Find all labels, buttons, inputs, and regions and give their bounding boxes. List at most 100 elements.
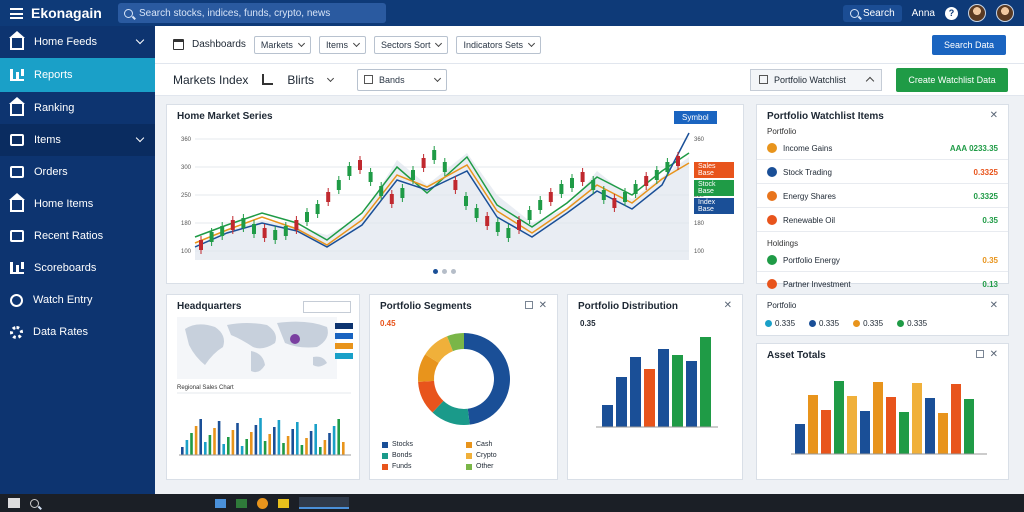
- candle: [495, 222, 500, 232]
- svg-text:360: 360: [694, 137, 705, 143]
- app-icon[interactable]: [215, 498, 226, 508]
- grouped-bar: [938, 413, 948, 454]
- sidebar-item-0[interactable]: Home Feeds: [0, 26, 155, 58]
- coin-icon: [767, 191, 777, 201]
- mini-bar: [337, 419, 340, 455]
- sidebar-item-6[interactable]: Recent Ratios: [0, 220, 155, 252]
- browser-icon[interactable]: [257, 497, 268, 509]
- portfolio-row[interactable]: Energy Shares 0.3325: [767, 189, 998, 203]
- candle: [676, 156, 680, 166]
- legend-swatch: [382, 463, 388, 470]
- portfolio-row[interactable]: Renewable Oil 0.35: [767, 213, 998, 227]
- bar: [630, 357, 641, 427]
- divider: [757, 231, 1008, 232]
- grouped-bar: [821, 410, 831, 454]
- app-icon[interactable]: [236, 498, 247, 508]
- sidebar-item-9[interactable]: Data Rates: [0, 316, 155, 348]
- close-icon[interactable]: ✕: [538, 300, 547, 311]
- portfolio-row[interactable]: Portfolio Energy 0.35: [767, 253, 998, 267]
- close-icon[interactable]: ✕: [723, 300, 732, 311]
- top-search-button[interactable]: Search: [842, 4, 902, 22]
- donut-chart[interactable]: [370, 295, 559, 481]
- candle: [411, 170, 415, 180]
- map-footer: Regional Sales Chart: [177, 385, 234, 391]
- sidebar-item-3[interactable]: Items: [0, 124, 155, 156]
- filter-dropdown-sectors[interactable]: Sectors Sort: [373, 35, 449, 54]
- sidebar-item-2[interactable]: Ranking: [0, 92, 155, 124]
- market-title: Markets Index: [173, 72, 249, 87]
- sidebar-item-1[interactable]: Reports: [0, 58, 155, 92]
- search-input[interactable]: Search stocks, indices, funds, crypto, n…: [139, 7, 331, 19]
- world-map[interactable]: Regional Sales Chart: [167, 295, 361, 481]
- close-icon[interactable]: ✕: [989, 349, 998, 360]
- mini-bar: [273, 427, 276, 455]
- global-search[interactable]: Search stocks, indices, funds, crypto, n…: [118, 3, 386, 23]
- windows-icon[interactable]: [8, 498, 20, 508]
- market-value: Blirts: [287, 72, 315, 87]
- user-menu[interactable]: Anna: [911, 7, 935, 19]
- sidebar-item-8[interactable]: Watch Entry: [0, 284, 155, 316]
- close-icon[interactable]: ✕: [989, 110, 998, 121]
- pager-dot[interactable]: [442, 269, 447, 274]
- mini-bar: [282, 443, 285, 455]
- performance-value: 0.335: [907, 319, 928, 328]
- sidebar-item-7[interactable]: Scoreboards: [0, 252, 155, 284]
- avatar-secondary[interactable]: [996, 4, 1014, 22]
- brand[interactable]: Ekonagain: [0, 5, 118, 21]
- portfolio-row[interactable]: Stock Trading 0.3325: [767, 165, 998, 179]
- mini-bar: [277, 420, 281, 455]
- pager-dot[interactable]: [451, 269, 456, 274]
- menu-icon[interactable]: [10, 7, 23, 19]
- expand-icon[interactable]: [525, 301, 533, 309]
- help-icon[interactable]: ?: [945, 6, 958, 20]
- create-watchlist-button[interactable]: Create Watchlist Data: [896, 67, 1008, 92]
- mini-bar: [259, 418, 262, 455]
- map-select[interactable]: [303, 301, 351, 313]
- candle: [623, 192, 627, 202]
- dropdown-label: Markets: [260, 39, 293, 50]
- sidebar-item-4[interactable]: Orders: [0, 156, 155, 188]
- portfolio-row[interactable]: Income Gains AAA 0233.35: [767, 141, 998, 155]
- taskbar-search[interactable]: [49, 499, 169, 508]
- candle: [538, 200, 543, 210]
- filter-dropdown-markets[interactable]: Markets: [253, 35, 311, 54]
- bar-chart[interactable]: [568, 295, 744, 481]
- candle: [400, 188, 405, 198]
- taskbar: [0, 494, 1024, 512]
- folder-icon[interactable]: [278, 498, 289, 508]
- donut-legend-item: Crypto: [466, 452, 497, 459]
- view-select[interactable]: Bands: [357, 68, 448, 91]
- grouped-bar-chart[interactable]: [757, 344, 1010, 481]
- candle: [601, 190, 606, 200]
- filter-dropdown-items[interactable]: Items: [318, 35, 366, 54]
- symbol-tag[interactable]: Symbol: [674, 111, 717, 124]
- legend-dot: [765, 320, 772, 327]
- legend-swatch: [466, 452, 472, 459]
- candle: [305, 212, 309, 222]
- grouped-bar: [964, 399, 974, 454]
- performance-row: 0.335 0.335 0.335 0.335: [765, 319, 927, 328]
- divider: [757, 271, 1008, 272]
- sidebar-item-5[interactable]: Home Items: [0, 188, 155, 220]
- donut-kpi: 0.45: [380, 319, 396, 328]
- bars-icon: [10, 166, 24, 178]
- expand-icon[interactable]: [976, 350, 984, 358]
- chart-pager[interactable]: [433, 269, 456, 274]
- mini-bar: [268, 434, 271, 455]
- portfolio-row[interactable]: Partner Investment 0.13: [767, 277, 998, 291]
- search-data-button[interactable]: Search Data: [931, 34, 1006, 55]
- active-app[interactable]: [299, 497, 349, 509]
- donut-legend-item: Other: [466, 463, 494, 470]
- candle: [654, 170, 659, 180]
- search-icon[interactable]: [30, 498, 39, 508]
- candle: [252, 224, 256, 234]
- chevron-down-icon[interactable]: [327, 74, 335, 82]
- svg-text:250: 250: [181, 193, 192, 199]
- pager-dot[interactable]: [433, 269, 438, 274]
- avatar[interactable]: [968, 4, 986, 22]
- performance-value: 0.335: [819, 319, 840, 328]
- filter-dropdown-indicators[interactable]: Indicators Sets: [456, 35, 542, 54]
- close-icon[interactable]: ✕: [989, 300, 998, 311]
- panel-select[interactable]: Portfolio Watchlist: [750, 68, 882, 91]
